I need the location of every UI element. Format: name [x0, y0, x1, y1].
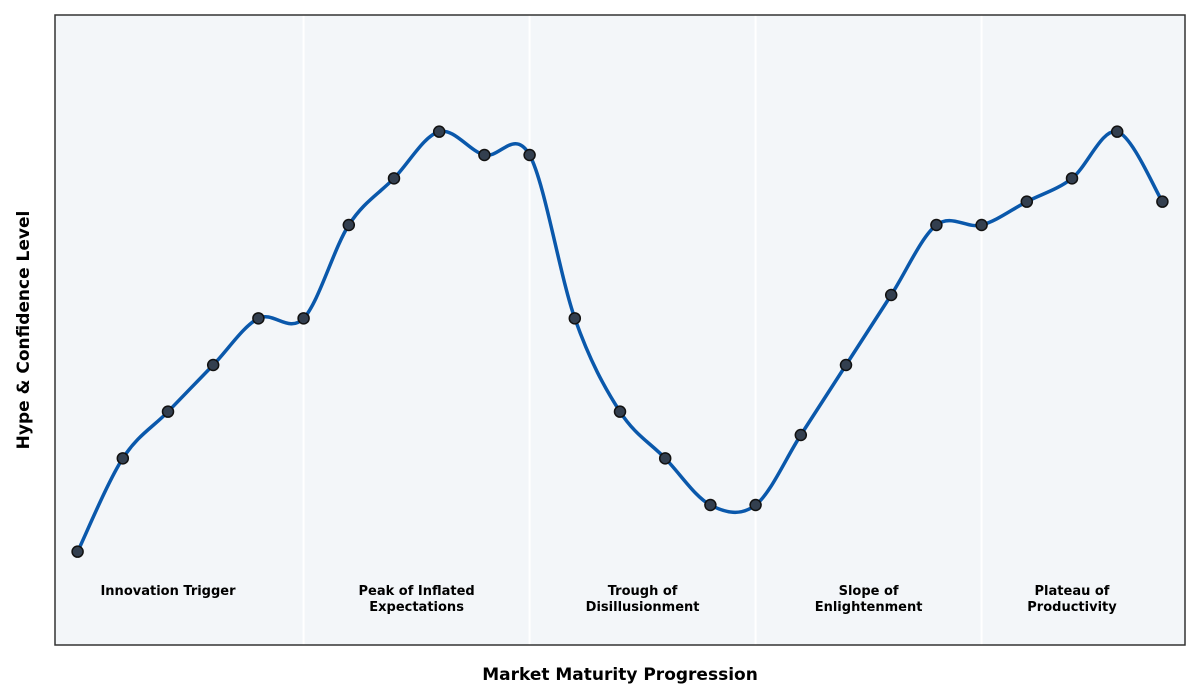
plot-frame: [54, 14, 1186, 646]
data-point-20: [975, 218, 988, 232]
data-point-8: [432, 125, 446, 138]
data-point-9: [478, 148, 491, 162]
data-point-17: [839, 358, 853, 372]
data-point-4: [252, 312, 265, 325]
data-point-11: [568, 312, 582, 325]
data-point-14: [704, 498, 717, 512]
data-point-22: [1065, 172, 1079, 185]
data-point-3: [206, 358, 220, 372]
phase-label-1: Innovation Trigger: [100, 584, 236, 599]
data-points: [71, 125, 1169, 558]
data-point-16: [794, 428, 808, 442]
phase-dividers: [302, 15, 983, 645]
data-point-1: [116, 452, 130, 465]
y-axis-label: Hype & Confidence Level: [14, 210, 34, 450]
data-point-6: [342, 218, 356, 232]
data-point-24: [1156, 195, 1169, 208]
data-point-0: [71, 545, 84, 558]
data-point-21: [1020, 195, 1034, 208]
x-axis-label: Market Maturity Progression: [482, 665, 758, 685]
plot-background: [55, 15, 1185, 645]
data-point-2: [161, 405, 175, 418]
data-point-19: [930, 218, 943, 232]
data-point-12: [613, 405, 627, 418]
data-point-10: [523, 148, 536, 162]
data-point-23: [1110, 125, 1124, 138]
phase-label-3: Trough of Disillusionment: [586, 584, 700, 615]
data-point-5: [297, 312, 310, 325]
phase-label-4: Slope of Enlightenment: [815, 584, 923, 615]
data-point-7: [387, 172, 401, 185]
phase-label-2: Peak of Inflated Expectations: [358, 584, 474, 615]
data-point-18: [884, 288, 898, 302]
phase-labels: Innovation Trigger Peak of Inflated Expect…: [100, 584, 1117, 615]
phase-label-5: Plateau of Productivity: [1027, 584, 1117, 615]
data-point-13: [658, 452, 672, 465]
data-point-15: [749, 498, 762, 512]
